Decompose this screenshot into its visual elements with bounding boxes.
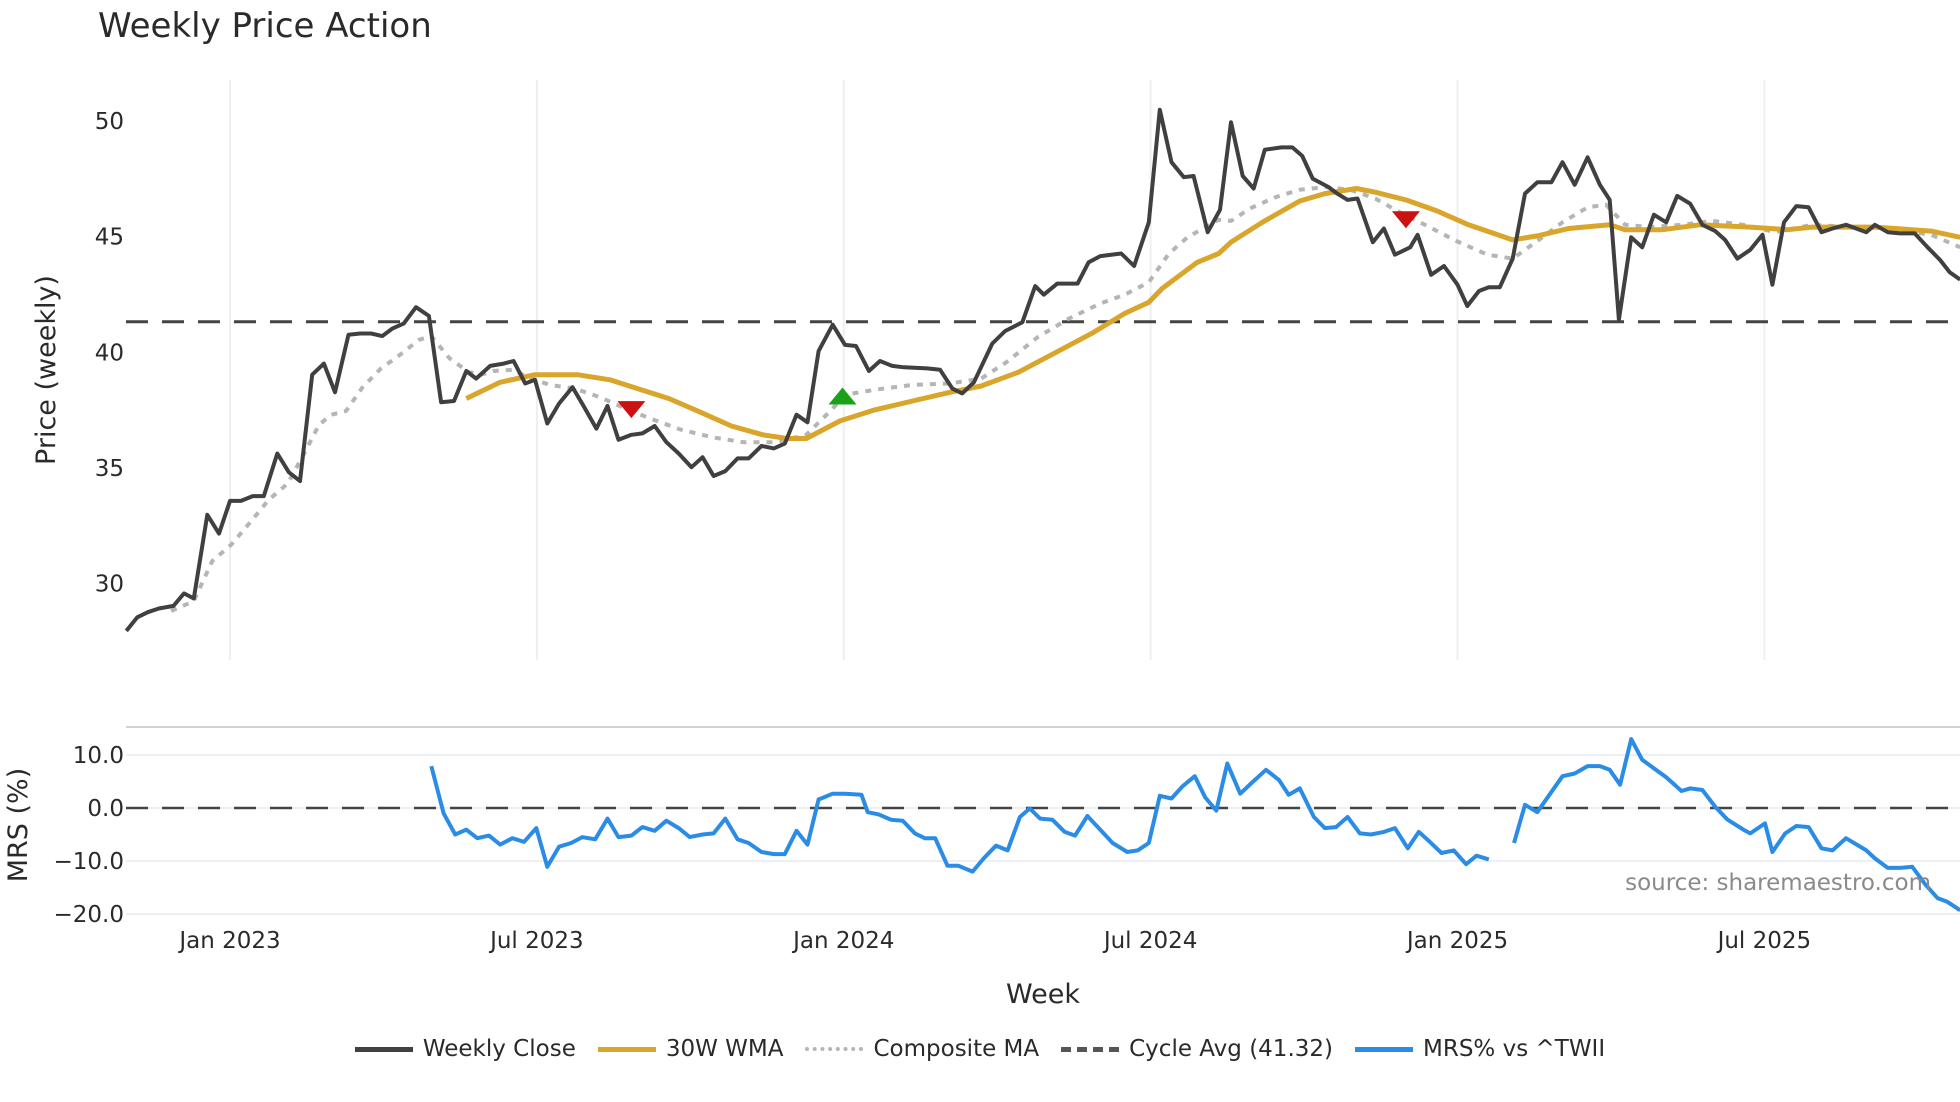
x-tick-label: Jul 2025 [1716, 928, 1812, 954]
legend-label: MRS% vs ^TWII [1423, 1036, 1606, 1062]
x-tick-label: Jul 2023 [488, 928, 584, 954]
legend: Weekly Close 30W WMA Composite MA Cycle Avg… [0, 1036, 1960, 1062]
mrs-y-axis-title: MRS (%) [3, 768, 34, 883]
sell-signal-icon [1391, 211, 1420, 229]
legend-item[interactable]: MRS% vs ^TWII [1355, 1036, 1605, 1062]
signal-markers [617, 211, 1420, 419]
x-axis-title: Week [1006, 979, 1080, 1010]
data-series [124, 107, 1960, 912]
price-y-tick-label: 40 [95, 340, 124, 366]
source-annotation: source: sharemaestro.com [1625, 870, 1931, 896]
legend-item[interactable]: Composite MA [805, 1036, 1039, 1062]
mrs-line [429, 761, 1490, 874]
price-y-tick-label: 45 [95, 225, 124, 251]
mrs-line [1512, 737, 1960, 912]
weekly-close-line [124, 107, 1960, 633]
30w-wma-line [465, 186, 1960, 441]
mrs-y-tick-label: −10.0 [54, 849, 124, 875]
x-tick-label: Jul 2024 [1102, 928, 1198, 954]
mrs-y-tick-label: 10.0 [73, 743, 124, 769]
sell-signal-icon [617, 401, 646, 419]
legend-label: Cycle Avg (41.32) [1129, 1036, 1333, 1062]
mrs-y-tick-label: 0.0 [87, 796, 124, 822]
composite-ma-line [170, 185, 1960, 613]
mrs-y-tick-label: −20.0 [54, 902, 124, 928]
price-panel-gridlines [229, 80, 1766, 660]
price-y-tick-label: 50 [95, 109, 124, 135]
legend-item[interactable]: Weekly Close [354, 1036, 576, 1062]
legend-swatch-icon [805, 1047, 864, 1051]
reference-lines [126, 320, 1960, 810]
legend-label: Composite MA [873, 1036, 1040, 1062]
x-tick-label: Jan 2025 [1405, 928, 1508, 954]
price-y-axis-ticks: 30 35 40 45 50 [95, 109, 124, 598]
price-y-tick-label: 35 [95, 456, 124, 482]
buy-signal-icon [828, 387, 857, 405]
legend-item[interactable]: 30W WMA [597, 1036, 784, 1062]
legend-swatch-icon [597, 1046, 656, 1052]
legend-label: Weekly Close [422, 1036, 576, 1062]
legend-swatch-icon [1061, 1046, 1120, 1052]
legend-swatch-icon [1355, 1046, 1413, 1052]
mrs-y-axis-ticks: 10.0 0.0 −10.0 −20.0 [54, 743, 124, 928]
price-y-tick-label: 30 [95, 572, 124, 598]
legend-label: 30W WMA [665, 1036, 784, 1062]
legend-swatch-icon [354, 1046, 413, 1052]
x-tick-label: Jan 2024 [791, 928, 894, 954]
price-y-axis-title: Price (weekly) [31, 275, 62, 465]
x-axis-ticks: Jan 2023 Jul 2023 Jan 2024 Jul 2024 Jan 2025… [177, 928, 1811, 954]
chart-title: Weekly Price Action [98, 6, 432, 46]
legend-item[interactable]: Cycle Avg (41.32) [1061, 1036, 1333, 1062]
x-tick-label: Jan 2023 [177, 928, 280, 954]
